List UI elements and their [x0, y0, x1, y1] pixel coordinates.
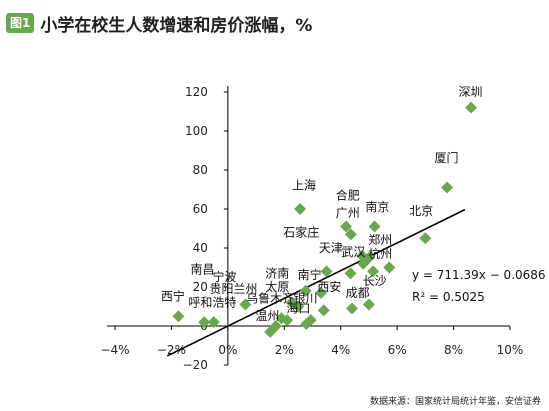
point-label: 成都 [346, 286, 370, 300]
point-label: 海口 [286, 300, 310, 315]
point-label: 太原 [265, 279, 289, 294]
y-tick-label: 20 [193, 280, 208, 294]
point-label: 西安 [317, 279, 341, 294]
point-label: 深圳 [458, 85, 482, 99]
point-label: 银川 [293, 292, 317, 306]
point-label: 上海 [292, 178, 316, 193]
y-tick-label: 120 [185, 85, 208, 99]
regression-labels: y = 711.39x − 0.0686 R² = 0.5025 [412, 268, 546, 304]
chart-title: 小学在校生人数增速和房价涨幅，% [40, 15, 313, 36]
point-label: 南昌 [190, 261, 214, 276]
x-tick-label: 2% [275, 343, 294, 357]
data-point [465, 101, 478, 114]
data-point [441, 181, 454, 194]
point-label: 长沙 [363, 274, 387, 288]
data-point [281, 314, 294, 327]
trend-line [166, 208, 466, 357]
data-point [367, 265, 380, 278]
point-label: 南宁 [298, 267, 322, 282]
point-label: 济南 [265, 265, 289, 280]
data-point [198, 316, 211, 329]
point-label: 武汉 [341, 245, 365, 259]
point-label: 南京 [365, 199, 389, 214]
data-point [172, 310, 185, 323]
data-point [419, 232, 432, 245]
figure-badge: 图1 [6, 13, 35, 33]
y-tick-label: 100 [185, 124, 208, 138]
point-label: 贵阳兰州 [209, 282, 257, 296]
point-label: 北京 [409, 204, 433, 218]
data-point [357, 257, 370, 270]
x-tick-label: 4% [331, 343, 350, 357]
data-point [320, 265, 333, 278]
data-point [340, 220, 353, 233]
data-point [300, 318, 313, 331]
data-point [314, 286, 327, 299]
y-tick-label: 60 [193, 202, 208, 216]
x-tick-label: 10% [497, 343, 524, 357]
data-point [317, 304, 330, 317]
point-label: 乌鲁木齐 [246, 291, 294, 306]
point-label: 广州 [336, 206, 360, 220]
data-point [383, 261, 396, 274]
data-point [362, 298, 375, 311]
x-tick-label: −2% [157, 343, 186, 357]
data-point [239, 298, 252, 311]
data-point [344, 267, 357, 280]
x-tick-label: 0% [218, 343, 237, 357]
point-label: 合肥 [336, 187, 360, 202]
equation-label: y = 711.39x − 0.0686 [412, 268, 546, 282]
point-label: 石家庄 [283, 224, 319, 239]
x-tick-label: 8% [444, 343, 463, 357]
point-label: 郑州 [368, 232, 392, 247]
data-point [294, 203, 307, 215]
data-point [207, 316, 220, 329]
data-point [264, 325, 277, 338]
point-label: 西宁 [161, 289, 185, 304]
data-point [346, 302, 358, 315]
point-label: 杭州 [368, 246, 392, 261]
trend-line-group [166, 208, 466, 357]
y-tick-label: 80 [193, 163, 208, 177]
data-point [344, 228, 357, 241]
point-label: 宁波 [212, 269, 236, 284]
y-tick-label: −20 [183, 358, 208, 372]
source-note: 数据来源：国家统计局统计年鉴，安信证券 [369, 397, 541, 407]
x-tick-label: 6% [388, 343, 407, 357]
point-label: 厦门 [435, 150, 459, 165]
data-point [285, 296, 298, 309]
r-squared-label: R² = 0.5025 [412, 290, 485, 304]
data-points [172, 101, 478, 338]
y-tick-label: 40 [193, 241, 208, 255]
point-label: 呼和浩特 [188, 295, 236, 310]
x-tick-label: −4% [100, 343, 129, 357]
data-point [368, 220, 381, 233]
chart-axes: −4%−2%0%2%4%6%8%10%−20020406080100120 [100, 85, 523, 372]
point-label: 温州 [255, 309, 279, 323]
chart-title-block: 图1 小学在校生人数增速和房价涨幅，% [6, 10, 312, 36]
data-point [299, 284, 312, 297]
point-label: 天津 [319, 241, 343, 255]
